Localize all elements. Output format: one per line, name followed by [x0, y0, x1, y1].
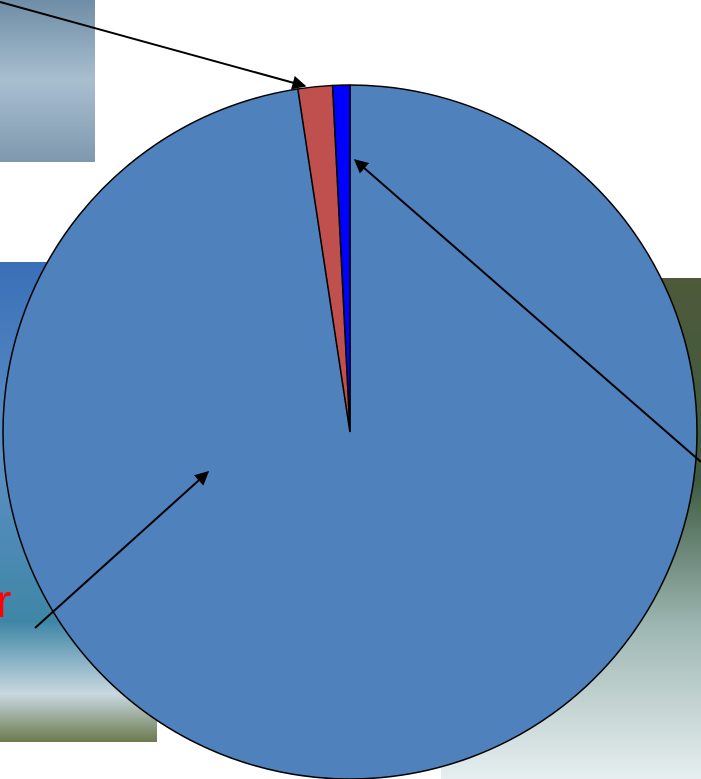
arrow [34, 471, 210, 629]
photo [0, 0, 95, 162]
pie [2, 84, 698, 779]
arrow [0, 1, 307, 90]
arrow [353, 159, 701, 463]
pie-slice [331, 84, 351, 433]
annotation: r [0, 575, 11, 627]
